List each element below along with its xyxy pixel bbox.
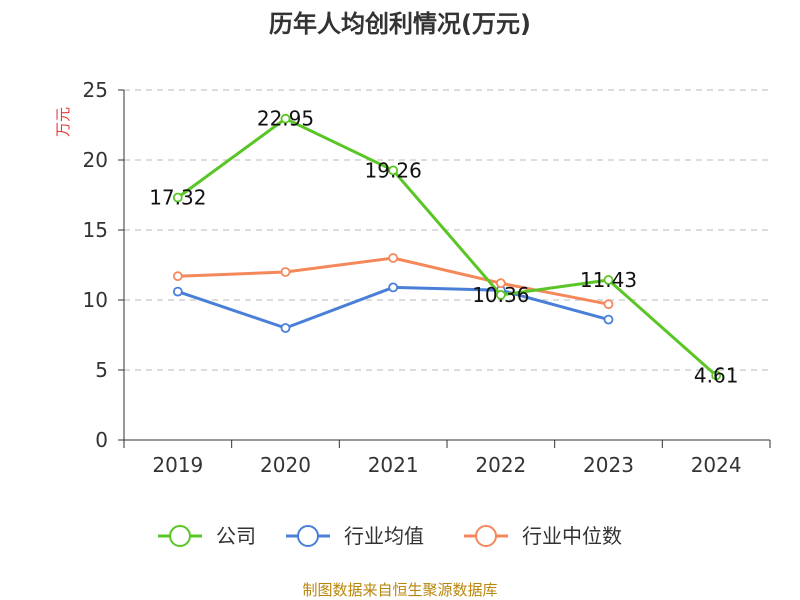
data-point: [172, 271, 183, 282]
data-point: [280, 323, 291, 333]
data-point: [388, 282, 399, 293]
data-label: 22.95: [257, 107, 314, 131]
x-tick-label: 2020: [260, 453, 311, 477]
data-point: [495, 278, 506, 289]
legend-marker-icon: [475, 525, 497, 547]
y-tick-label: 0: [95, 428, 108, 452]
data-point: [172, 192, 183, 203]
x-tick-label: 2021: [368, 453, 419, 477]
y-tick-label: 20: [83, 148, 108, 172]
legend-label: 公司: [216, 524, 256, 548]
y-axis-unit: 万元: [54, 107, 72, 137]
series-lines: [172, 113, 722, 381]
data-label: 4.61: [694, 363, 739, 387]
data-point: [495, 290, 506, 300]
legend-marker-icon: [297, 525, 319, 547]
x-tick-label: 2023: [583, 453, 634, 477]
legend-label: 行业均值: [344, 524, 424, 548]
legend-item[interactable]: 公司: [158, 524, 256, 548]
data-point: [280, 113, 291, 124]
data-point: [280, 267, 291, 277]
y-tick-label: 15: [83, 218, 108, 242]
x-tick-label: 2019: [152, 453, 203, 477]
data-label: 17.32: [149, 186, 206, 210]
axes: 0 5 10 15 20 25 2019 2020 2021 2022 2023 2024: [83, 78, 771, 477]
legend[interactable]: 公司 行业均值 行业中位数: [158, 524, 622, 548]
data-point: [603, 299, 614, 310]
data-label: 10.36: [472, 283, 529, 307]
legend-item[interactable]: 行业均值: [286, 524, 424, 548]
x-tick-label: 2024: [691, 453, 742, 477]
data-label: 19.26: [365, 158, 422, 182]
y-tick-label: 10: [83, 288, 108, 312]
data-point: [603, 275, 614, 285]
data-point: [711, 370, 722, 381]
series-line: [176, 117, 718, 377]
x-tick-label: 2022: [475, 453, 526, 477]
data-label: 11.43: [580, 268, 637, 292]
source-note: 制图数据来自恒生聚源数据库: [302, 581, 497, 599]
series-line: [177, 285, 609, 330]
y-tick-label: 5: [95, 358, 108, 382]
series-line: [177, 256, 609, 306]
chart-title: 历年人均创利情况(万元): [269, 10, 531, 38]
data-labels: 17.32 22.95 19.26 10.36 11.43 4.61: [149, 107, 738, 388]
data-point: [172, 286, 183, 297]
legend-label: 行业中位数: [522, 524, 622, 548]
data-point: [603, 314, 614, 325]
legend-marker-icon: [169, 525, 191, 547]
grid-lines: [124, 89, 770, 371]
y-tick-label: 25: [83, 78, 108, 102]
data-point: [388, 165, 399, 176]
legend-item[interactable]: 行业中位数: [464, 524, 622, 548]
data-point: [388, 253, 399, 263]
